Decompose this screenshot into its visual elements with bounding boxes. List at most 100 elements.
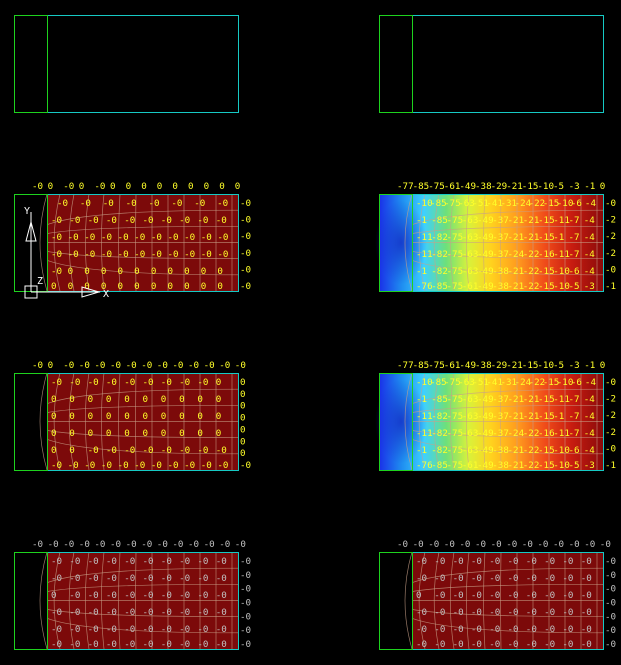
node-value-label: 0: [217, 266, 223, 277]
mesh-line: [39, 551, 48, 650]
node-value-label: -82: [431, 266, 448, 277]
node-value-label: 0: [51, 428, 57, 439]
top-value-label: -21: [506, 181, 523, 192]
support-region: [379, 373, 413, 471]
node-value-label: -0: [143, 624, 154, 635]
node-value-label: -63: [462, 428, 479, 439]
node-value-label: -15: [538, 411, 555, 422]
node-value-label: -0: [197, 215, 208, 226]
node-value-label: -11: [416, 249, 433, 260]
top-value-label: -0: [219, 539, 230, 550]
node-value-label: -0: [124, 215, 135, 226]
node-value-label: -0: [562, 624, 573, 635]
mesh-line: [46, 259, 239, 276]
node-value-label: -0: [471, 639, 482, 650]
node-value-label: 0: [68, 281, 74, 292]
node-value-label: -24: [508, 249, 525, 260]
node-value-label: 0: [197, 394, 203, 405]
node-value-label: 0: [106, 428, 112, 439]
node-value-label: -0: [197, 445, 208, 456]
node-value-label: -0: [197, 607, 208, 618]
node-value-label: -0: [562, 590, 573, 601]
mesh-line: [46, 209, 239, 226]
node-value-label: 0: [167, 266, 173, 277]
right-value-label: -0: [605, 639, 616, 650]
node-value-label: -0: [68, 232, 79, 243]
panel-row4-left[interactable]: -0 -0 -0 -0 -0 -0 -0 -0 -0 -0 -0 -0 -0 -0-0-0-0-0-0-0…: [14, 539, 252, 650]
right-value-label: -0: [240, 215, 251, 226]
node-value-label: -0: [51, 624, 62, 635]
right-value-label: 0: [240, 413, 246, 424]
node-value-label: -0: [179, 556, 190, 567]
node-value-label: 0: [167, 281, 173, 292]
node-value-label: -4: [584, 411, 596, 422]
top-value-label: -15: [522, 360, 539, 371]
node-value-label: -0: [453, 624, 464, 635]
panel-row3-right[interactable]: -77-85-75-61-49-38-29-21-15-10-5 -3 -1 0-0-…: [375, 360, 616, 471]
node-value-label: -0: [101, 460, 112, 471]
mesh-line: [404, 372, 413, 471]
node-value-label: -0: [134, 460, 145, 471]
node-value-label: -3: [584, 281, 595, 292]
node-value-label: -0: [84, 232, 95, 243]
top-value-label: -0: [110, 539, 121, 550]
node-value-label: -0: [101, 249, 112, 260]
node-value-label: -0: [489, 607, 500, 618]
node-value-label: -0: [143, 445, 154, 456]
node-value-label: -0: [106, 624, 117, 635]
node-value-label: -0: [134, 232, 145, 243]
node-value-label: 0: [179, 428, 185, 439]
node-value-label: 0: [124, 411, 130, 422]
node-value-label: -0: [201, 460, 212, 471]
node-value-label: -0: [69, 215, 80, 226]
support-region: [14, 15, 48, 113]
right-value-label: -0: [240, 639, 251, 650]
node-value-label: 0: [88, 411, 94, 422]
node-value-label: -0: [416, 607, 427, 618]
mesh-line: [411, 259, 604, 276]
node-value-label: -0: [179, 377, 190, 388]
node-value-label: -0: [489, 639, 500, 650]
node-value-label: -11: [416, 232, 433, 243]
x-axis-arrow-icon: [81, 286, 101, 298]
top-value-label: 0: [600, 360, 606, 371]
node-value-label: 0: [197, 428, 203, 439]
node-value-label: -0: [106, 215, 117, 226]
node-value-label: -0: [126, 198, 137, 209]
node-value-label: -0: [489, 573, 500, 584]
top-value-label: -0: [172, 539, 183, 550]
node-value-label: -0: [508, 624, 519, 635]
node-value-label: -0: [151, 249, 162, 260]
node-value-label: -38: [492, 445, 509, 456]
node-value-label: -31: [500, 198, 517, 209]
right-value-label: -0: [240, 460, 251, 471]
panel-row2-left[interactable]: -0 0 -0 0 -0 0 0 0 0 0 0 0 0 0-0-0-0-0-0-0-0 -0 -0 -0 -0-…: [14, 181, 252, 292]
node-value-label: -0: [51, 215, 62, 226]
node-value-label: -21: [508, 232, 525, 243]
top-value-label: -0: [600, 539, 611, 550]
node-value-label: -0: [434, 607, 445, 618]
top-value-label: -0: [141, 360, 152, 371]
right-value-label: -2: [605, 394, 616, 405]
top-value-label: 0: [79, 181, 85, 192]
node-value-label: -22: [523, 281, 540, 292]
node-value-label: -0: [453, 607, 464, 618]
mesh-line: [39, 193, 48, 292]
panel-row1-left[interactable]: [14, 15, 239, 113]
panel-row4-right[interactable]: -0 -0 -0 -0 -0 -0 -0 -0 -0 -0 -0 -0 -0 -0 -0 -0 -0 -0 -0 -0…: [379, 539, 617, 650]
panel-row2-right[interactable]: -77-85-75-61-49-38-29-21-15-10-5 -3 -1 0-0-…: [375, 181, 616, 292]
mesh-line: [404, 193, 413, 292]
node-value-label: -0: [69, 607, 80, 618]
top-value-label: -77: [397, 360, 414, 371]
right-value-label: -0: [240, 556, 251, 567]
mesh-line: [46, 609, 239, 618]
panel-row1-right[interactable]: [379, 15, 604, 113]
node-value-label: -82: [431, 232, 448, 243]
top-value-label: -0: [553, 539, 564, 550]
node-value-label: -61: [462, 460, 479, 471]
node-value-label: -0: [217, 460, 228, 471]
node-value-label: -0: [416, 639, 427, 650]
node-value-label: -0: [581, 624, 592, 635]
